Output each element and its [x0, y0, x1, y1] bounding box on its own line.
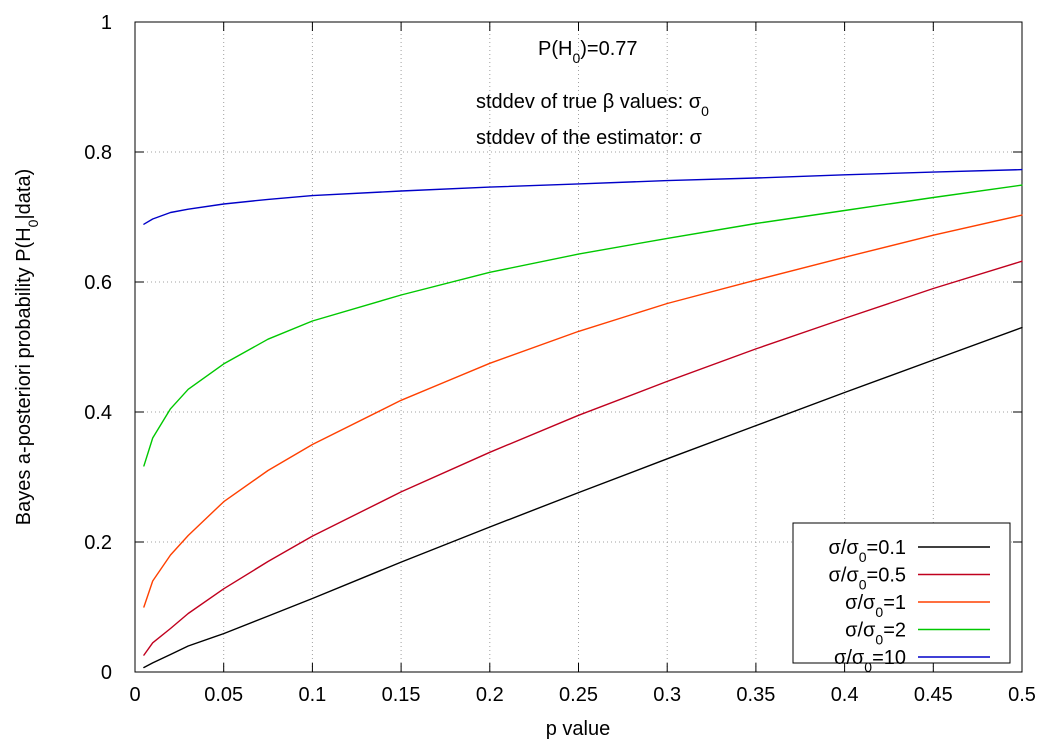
x-tick-label: 0.4	[831, 684, 859, 706]
series-line-1	[143, 260, 1023, 656]
grid	[135, 22, 1022, 672]
x-tick-label: 0.5	[1008, 684, 1036, 706]
series-line-0	[143, 326, 1023, 669]
axis-ticks: 0 0.05 0.1 0.15 0.2 0.25 0.3 0.35 0.4 0.45 0.5 0 0.2…	[84, 12, 1036, 706]
x-tick-label: 0.3	[653, 684, 681, 706]
y-tick-label: 1	[101, 12, 112, 34]
y-tick-label: 0.2	[84, 532, 112, 554]
x-tick-label: 0.25	[559, 684, 598, 706]
x-tick-label: 0.1	[298, 684, 326, 706]
legend: σ/σ0=0.1σ/σ0=0.5σ/σ0=1σ/σ0=2σ/σ0=10	[792, 522, 1011, 675]
legend-label: σ/σ0=1	[845, 592, 906, 620]
series-line-4	[143, 168, 1023, 225]
y-tick-label: 0.6	[84, 272, 112, 294]
x-tick-label: 0.45	[914, 684, 953, 706]
legend-label: σ/σ0=0.1	[828, 537, 906, 565]
legend-label: σ/σ0=2	[845, 620, 906, 648]
sigma0-annotation: stddev of true β values: σ0	[476, 91, 709, 119]
x-tick-label: 0.35	[736, 684, 775, 706]
y-tick-label: 0	[101, 662, 112, 684]
legend-label: σ/σ0=10	[834, 647, 906, 675]
legend-label: σ/σ0=0.5	[828, 565, 906, 593]
x-tick-label: 0	[129, 684, 140, 706]
y-tick-label: 0.4	[84, 402, 112, 424]
x-tick-label: 0.05	[204, 684, 243, 706]
series-lines	[143, 168, 1023, 669]
x-tick-label: 0.15	[382, 684, 421, 706]
sigma-annotation: stddev of the estimator: σ	[476, 127, 702, 149]
y-tick-label: 0.8	[84, 142, 112, 164]
x-tick-label: 0.2	[476, 684, 504, 706]
series-line-2	[143, 214, 1023, 608]
series-line-3	[143, 184, 1023, 467]
prior-annotation: P(H0)=0.77	[538, 38, 638, 66]
x-axis-label: p value	[546, 718, 611, 740]
y-axis-label: Bayes a-posteriori probability P(H0|data…	[13, 169, 41, 525]
